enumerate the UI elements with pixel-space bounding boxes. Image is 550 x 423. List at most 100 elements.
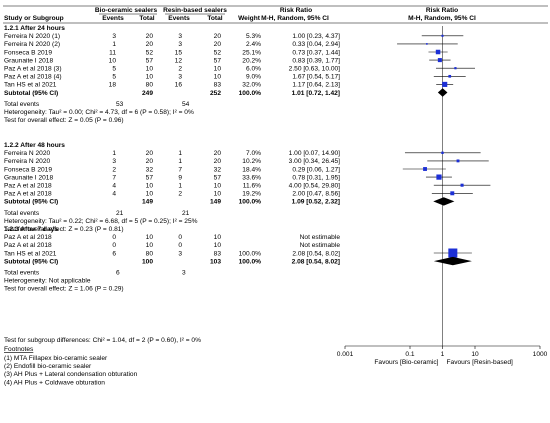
x-tick-label: 0.001 xyxy=(337,351,354,358)
study-point-marker xyxy=(448,248,458,258)
weight-cell: 6.0% xyxy=(246,66,261,73)
events2-cell: 3 xyxy=(178,33,182,40)
subtotal-total1: 249 xyxy=(142,90,153,97)
events2-cell: 16 xyxy=(175,82,183,89)
subtotal-weight: 100.0% xyxy=(239,90,262,97)
total1-cell: 57 xyxy=(146,174,154,181)
weight-cell: 33.6% xyxy=(242,174,261,181)
events2-cell: 2 xyxy=(178,191,182,198)
events1-cell: 1 xyxy=(112,41,116,48)
pooled-diamond xyxy=(437,88,448,97)
footnote-item: (3) AH Plus + Lateral condensation obtur… xyxy=(4,371,138,378)
total2-cell: 10 xyxy=(214,191,222,198)
subtotal-ci: 2.08 [0.54, 8.02] xyxy=(292,258,340,265)
events2-cell: 3 xyxy=(178,250,182,257)
study-point-marker xyxy=(441,151,444,154)
ci-cell: 0.73 [0.37, 1.44] xyxy=(292,49,340,56)
subtotal-total1: 149 xyxy=(142,199,153,206)
study-name: Tan HS et al 2021 xyxy=(4,250,57,257)
total2-cell: 83 xyxy=(214,82,222,89)
study-column-header: Study or Subgroup xyxy=(4,15,64,22)
ci-cell: 0.33 [0.04, 2.94] xyxy=(292,41,340,48)
weight-cell: 100.0% xyxy=(239,250,262,257)
total2-cell: 52 xyxy=(214,49,222,56)
total2-cell: 20 xyxy=(214,41,222,48)
events1-cell: 2 xyxy=(112,166,116,173)
ci-cell: 4.00 [0.54, 29.80] xyxy=(289,183,340,190)
total2-cell: 57 xyxy=(214,174,222,181)
study-point-marker xyxy=(426,43,428,45)
events1-cell: 11 xyxy=(109,49,116,56)
study-name: Tan HS et al 2021 xyxy=(4,82,57,89)
study-name: Graunaite I 2018 xyxy=(4,57,53,64)
total1-cell: 10 xyxy=(146,242,154,249)
study-name: Ferreira N 2020 (2) xyxy=(4,41,60,48)
study-point-marker xyxy=(436,174,442,180)
events2-cell: 0 xyxy=(178,242,182,249)
subtotal-ci: 1.01 [0.72, 1.42] xyxy=(292,90,340,97)
total1-cell: 10 xyxy=(146,191,154,198)
overall-effect-text: Test for overall effect: Z = 0.23 (P = 0… xyxy=(4,226,124,233)
total2-cell: 20 xyxy=(214,33,222,40)
total1-cell: 32 xyxy=(146,166,154,173)
events1-cell: 3 xyxy=(112,158,116,165)
weight-cell: 20.2% xyxy=(242,57,261,64)
x-tick-label: 0.1 xyxy=(405,351,414,358)
total1-header: Total xyxy=(139,15,154,22)
study-name: Paz A et al 2018 (3) xyxy=(4,66,62,73)
subtotal-ci: 1.09 [0.52, 2.32] xyxy=(292,199,340,206)
ci-cell: 1.00 [0.23, 4.37] xyxy=(292,33,340,40)
weight-cell: 19.2% xyxy=(242,191,261,198)
events2-cell: 1 xyxy=(178,183,182,190)
total1-cell: 52 xyxy=(146,49,154,56)
total1-cell: 10 xyxy=(146,234,154,241)
rr-plot-header: Risk Ratio xyxy=(426,7,458,14)
total2-cell: 83 xyxy=(214,250,222,257)
footnote-item: (4) AH Plus + Coldwave obturation xyxy=(4,379,105,386)
events2-cell: 9 xyxy=(178,174,182,181)
study-name: Fonseca B 2019 xyxy=(4,49,52,56)
events1-cell: 7 xyxy=(112,174,116,181)
study-point-marker xyxy=(454,67,457,70)
overall-effect-text: Test for overall effect: Z = 0.05 (P = 0… xyxy=(4,117,124,124)
weight-cell: 18.4% xyxy=(242,166,261,173)
events1-cell: 1 xyxy=(112,150,116,157)
total1-cell: 57 xyxy=(146,57,154,64)
events1-cell: 0 xyxy=(112,242,116,249)
total1-cell: 80 xyxy=(146,82,154,89)
total2-cell: 20 xyxy=(214,158,222,165)
total-events-label: Total events xyxy=(4,210,40,217)
method-header: M-H, Random, 95% CI xyxy=(261,15,329,22)
total-events-label: Total events xyxy=(4,101,40,108)
weight-cell: 10.2% xyxy=(242,158,261,165)
weight-cell: 2.4% xyxy=(246,41,261,48)
study-name: Paz A et al 2018 (4) xyxy=(4,74,62,81)
study-point-marker xyxy=(437,58,442,63)
study-point-marker xyxy=(460,183,464,187)
x-tick-label: 1000 xyxy=(533,351,548,358)
subtotal-label: Subtotal (95% CI) xyxy=(4,258,58,265)
subtotal-weight: 100.0% xyxy=(239,199,262,206)
total1-cell: 20 xyxy=(146,150,154,157)
subtotal-total2: 149 xyxy=(210,199,221,206)
weight-cell: 5.3% xyxy=(246,33,261,40)
footnote-item: (1) MTA Fillapex bio-ceramic sealer xyxy=(4,355,108,362)
weight-cell: 32.0% xyxy=(242,82,261,89)
pooled-diamond xyxy=(433,197,455,206)
group2-header: Resin-based sealers xyxy=(163,7,227,14)
x-tick-label: 1 xyxy=(441,351,445,358)
total-events2: 3 xyxy=(182,270,186,277)
total2-cell: 20 xyxy=(214,150,222,157)
heterogeneity-text: Heterogeneity: Not applicable xyxy=(4,278,91,285)
study-point-marker xyxy=(441,34,444,37)
events2-cell: 3 xyxy=(178,41,182,48)
weight-cell: 25.1% xyxy=(242,49,261,56)
total1-cell: 80 xyxy=(146,250,154,257)
weight-cell: 9.0% xyxy=(246,74,261,81)
events2-header: Events xyxy=(168,15,190,22)
ci-cell: Not estimable xyxy=(300,242,341,249)
study-name: Graunaite I 2018 xyxy=(4,174,53,181)
total1-cell: 20 xyxy=(146,41,154,48)
total2-cell: 10 xyxy=(214,66,222,73)
